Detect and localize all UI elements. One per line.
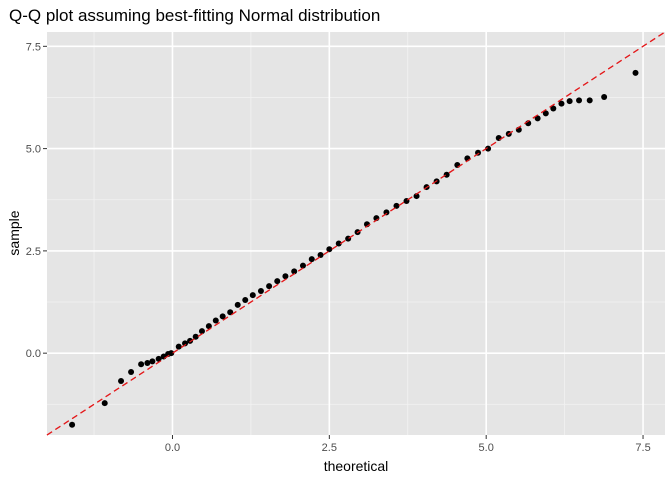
data-point [299,262,306,269]
data-point [266,283,273,290]
chart-title: Q-Q plot assuming best-fitting Normal di… [9,6,380,25]
y-tick-label: 2.5 [26,246,41,258]
x-axis-label: theoretical [324,458,389,474]
y-axis-label: sample [6,210,22,255]
x-tick-label: 5.0 [479,442,494,454]
data-point [317,251,324,258]
data-point [345,235,352,242]
data-point [155,355,162,362]
y-axis-ticks: 0.0 2.5 5.0 7.5 [26,41,47,360]
data-point [101,400,108,407]
data-point [274,278,281,285]
data-point [257,287,264,294]
y-tick-label: 7.5 [26,41,41,53]
data-point [242,296,249,303]
major-gridlines [47,32,665,435]
x-tick-label: 7.5 [635,442,650,454]
data-point [69,421,76,428]
data-point [291,268,298,275]
data-point [282,273,289,280]
minor-gridlines [47,32,665,435]
data-point [138,361,145,368]
data-point [187,337,194,344]
data-point [485,145,492,152]
y-tick-label: 5.0 [26,144,41,156]
data-point [192,333,199,340]
data-point [586,97,593,104]
x-tick-label: 0.0 [165,442,180,454]
data-point [495,134,502,141]
data-point [149,358,156,365]
data-point [249,292,256,299]
data-point [534,115,541,122]
data-point [144,359,151,366]
data-point [601,94,608,101]
data-point [227,309,234,316]
data-point [308,256,315,263]
data-point [542,110,549,117]
data-point [219,313,226,320]
data-point [558,100,565,107]
data-point [212,317,219,324]
data-point [326,246,333,253]
data-point [443,171,450,178]
reference-line-overlay [46,31,666,436]
data-point [234,301,241,308]
data-point [182,340,189,347]
data-point [168,350,175,357]
x-axis-ticks: 0.0 2.5 5.0 7.5 [165,435,651,454]
data-point [632,69,639,76]
y-tick-label: 0.0 [26,348,41,360]
data-point [205,323,212,330]
data-point [566,98,573,105]
data-point [128,368,135,375]
data-point [576,97,583,104]
x-tick-label: 2.5 [322,442,337,454]
data-point [335,240,342,247]
data-point [175,343,182,350]
data-point [550,105,557,112]
data-point [198,328,205,335]
data-points [46,31,666,436]
data-point [413,193,420,200]
data-point [118,377,125,384]
